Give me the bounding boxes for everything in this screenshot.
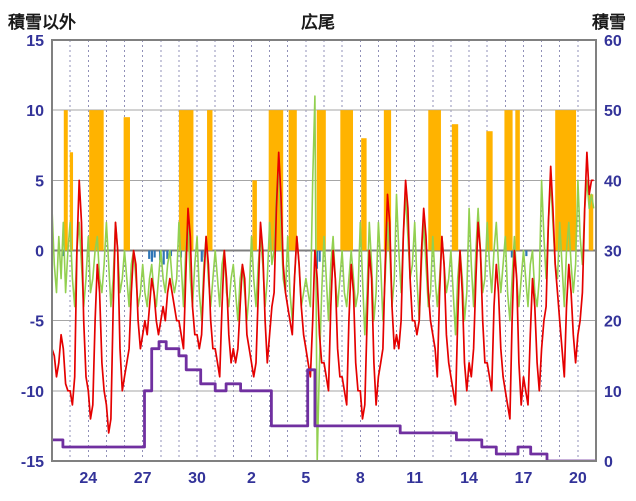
svg-text:5: 5 bbox=[301, 470, 310, 487]
svg-text:5: 5 bbox=[35, 173, 44, 190]
svg-text:2: 2 bbox=[247, 470, 256, 487]
svg-text:-10: -10 bbox=[21, 384, 44, 401]
svg-text:24: 24 bbox=[79, 470, 97, 487]
svg-text:8: 8 bbox=[356, 470, 365, 487]
svg-text:30: 30 bbox=[188, 470, 206, 487]
svg-text:11: 11 bbox=[406, 470, 423, 487]
svg-text:10: 10 bbox=[604, 384, 622, 401]
svg-text:14: 14 bbox=[460, 470, 478, 487]
svg-text:27: 27 bbox=[134, 470, 152, 487]
svg-text:17: 17 bbox=[515, 470, 533, 487]
svg-text:0: 0 bbox=[35, 244, 44, 261]
svg-text:15: 15 bbox=[26, 33, 44, 50]
svg-text:20: 20 bbox=[569, 470, 587, 487]
svg-text:40: 40 bbox=[604, 173, 622, 190]
svg-text:-5: -5 bbox=[30, 314, 44, 331]
green-line-series bbox=[52, 95, 595, 461]
plot-series bbox=[52, 95, 596, 461]
temperature-line-series bbox=[52, 151, 594, 434]
right-axis-title: 積雪 bbox=[592, 13, 626, 32]
sunshine-bars bbox=[63, 110, 594, 251]
svg-text:10: 10 bbox=[26, 103, 44, 120]
left-axis-title: 積雪以外 bbox=[8, 13, 76, 32]
svg-text:0: 0 bbox=[604, 454, 613, 471]
svg-text:-15: -15 bbox=[21, 454, 44, 471]
chart-title: 広尾 bbox=[301, 13, 335, 32]
svg-text:30: 30 bbox=[604, 244, 622, 261]
svg-text:50: 50 bbox=[604, 103, 622, 120]
x-axis-ticks: 24 27 30 2 5 8 11 14 17 20 bbox=[79, 470, 586, 487]
svg-text:20: 20 bbox=[604, 314, 622, 331]
plot-border bbox=[51, 39, 597, 462]
right-axis-ticks: 60 50 40 30 20 10 0 bbox=[604, 33, 622, 471]
snow-depth-step-series bbox=[52, 340, 596, 461]
svg-text:60: 60 bbox=[604, 33, 622, 50]
left-axis-ticks: 15 10 5 0 -5 -10 -15 bbox=[21, 33, 44, 471]
